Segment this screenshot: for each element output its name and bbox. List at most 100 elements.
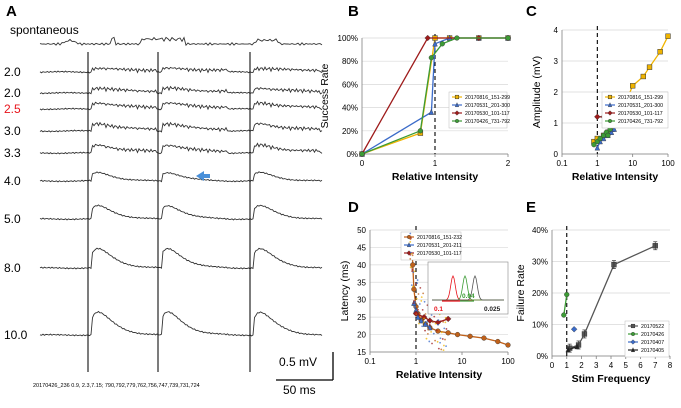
- legend-entry: 20170530_101-117: [618, 111, 663, 117]
- data-point: [564, 291, 570, 298]
- y-tick-label: 40%: [342, 104, 358, 113]
- intensity-label-8: 10.0: [4, 328, 28, 342]
- legend-marker: [630, 323, 636, 329]
- raw-latency-point: [418, 322, 420, 325]
- arrow-icon: [196, 171, 210, 181]
- raw-latency-point: [442, 320, 445, 323]
- y-tick-label: 40: [357, 261, 366, 270]
- raw-latency-point: [431, 342, 433, 345]
- raw-latency-point: [417, 293, 420, 295]
- trace-intensity-6: [39, 204, 323, 221]
- panel-b: B 0% 20% 40% 60% 80% 100% 0 1 2 Relative Intensit…: [319, 3, 512, 183]
- x-axis-label: Relative Intensity: [396, 369, 483, 381]
- data-point: [665, 33, 671, 39]
- spontaneous-label: spontaneous: [10, 23, 79, 37]
- legend-marker: [630, 347, 636, 352]
- legend-marker: [454, 94, 460, 100]
- x-axis-label: Stim Frequency: [572, 373, 651, 385]
- panel-letter-d: D: [348, 199, 359, 216]
- raw-latency-point: [424, 313, 427, 315]
- legend-marker: [607, 94, 613, 100]
- raw-latency-point: [435, 329, 438, 332]
- raw-latency-point: [423, 317, 425, 320]
- legend-entry: 20170426: [641, 332, 664, 338]
- legend-marker: [607, 102, 613, 107]
- data-point: [454, 35, 460, 41]
- trace-intensity-3: [39, 121, 323, 133]
- raw-latency-point: [441, 338, 444, 340]
- legend-marker: [406, 242, 412, 247]
- y-axis-label: Success Rate: [319, 63, 331, 128]
- raw-latency-point: [420, 296, 423, 299]
- y-axis-label: Failure Rate: [515, 264, 527, 321]
- raw-latency-point: [415, 313, 418, 316]
- data-point: [428, 55, 434, 61]
- raw-latency-point: [411, 268, 414, 271]
- raw-latency-point: [440, 348, 443, 351]
- legend-entry: 20170426_731-792: [618, 119, 663, 125]
- raw-latency-point: [416, 279, 419, 281]
- raw-latency-point: [444, 321, 447, 324]
- latency-inset: 0.1 0.04 0.025: [427, 261, 509, 315]
- x-axis-label: Relative Intensity: [572, 171, 659, 183]
- x-tick-label: 1: [433, 159, 438, 168]
- raw-latency-point: [409, 238, 412, 241]
- raw-latency-point: [445, 328, 448, 330]
- data-point: [428, 108, 435, 115]
- raw-latency-point: [422, 292, 425, 295]
- x-tick-label: 10: [458, 357, 467, 366]
- raw-latency-point: [444, 316, 447, 319]
- x-tick-label: 0.1: [556, 159, 568, 168]
- raw-latency-point: [420, 300, 423, 302]
- y-tick-label: 80%: [342, 57, 358, 66]
- data-point: [426, 317, 434, 324]
- x-tick-label: 100: [661, 159, 675, 168]
- raw-latency-point: [438, 330, 441, 333]
- raw-latency-point: [412, 302, 415, 304]
- intensity-label-7: 8.0: [4, 261, 21, 275]
- raw-latency-point: [443, 344, 445, 347]
- raw-latency-point: [440, 331, 443, 334]
- data-point: [422, 320, 429, 327]
- raw-latency-point: [412, 271, 415, 274]
- raw-latency-point: [410, 284, 413, 287]
- data-point: [646, 64, 653, 70]
- raw-latency-point: [428, 340, 431, 343]
- inset-label: 0.025: [484, 306, 501, 313]
- raw-latency-point: [409, 253, 412, 256]
- raw-latency-point: [413, 270, 416, 273]
- data-point: [570, 326, 578, 333]
- raw-latency-point: [432, 332, 435, 335]
- legend-marker: [607, 110, 613, 116]
- data-point: [410, 262, 416, 268]
- panel-a: A spontaneous 2.0 2.0 2.5 3.0 3.3 4.0 5.0 8.0 10…: [4, 3, 334, 397]
- raw-latency-point: [424, 329, 426, 332]
- y-tick-label: 20: [357, 331, 366, 340]
- raw-latency-point: [443, 327, 446, 330]
- raw-latency-point: [414, 300, 416, 303]
- data-point: [454, 331, 461, 338]
- data-point: [418, 317, 424, 324]
- legend-marker: [608, 118, 613, 123]
- raw-latency-point: [419, 316, 422, 319]
- data-point: [591, 142, 597, 148]
- legend-marker: [454, 110, 460, 116]
- data-point: [640, 73, 646, 80]
- legend-entry: 20170816_151-299: [618, 95, 663, 101]
- legend-entry: 20170407: [641, 340, 664, 346]
- inset-trace-2: [432, 275, 504, 301]
- y-tick-label: 3: [554, 57, 559, 66]
- raw-latency-point: [437, 347, 440, 350]
- legend-entry: 20170531_201-300: [465, 103, 510, 109]
- legend-entry: 20170816_151-299: [465, 95, 510, 101]
- y-tick-label: 100%: [338, 34, 358, 43]
- raw-latency-point: [409, 258, 412, 260]
- data-point: [608, 128, 615, 135]
- raw-latency-point: [412, 285, 414, 288]
- trace-spontaneous: [39, 36, 323, 47]
- raw-latency-point: [417, 308, 419, 311]
- data-point: [420, 313, 428, 321]
- raw-latency-point: [439, 341, 441, 344]
- x-tick-label: 1: [595, 159, 600, 168]
- x-tick-label: 0.1: [364, 357, 376, 366]
